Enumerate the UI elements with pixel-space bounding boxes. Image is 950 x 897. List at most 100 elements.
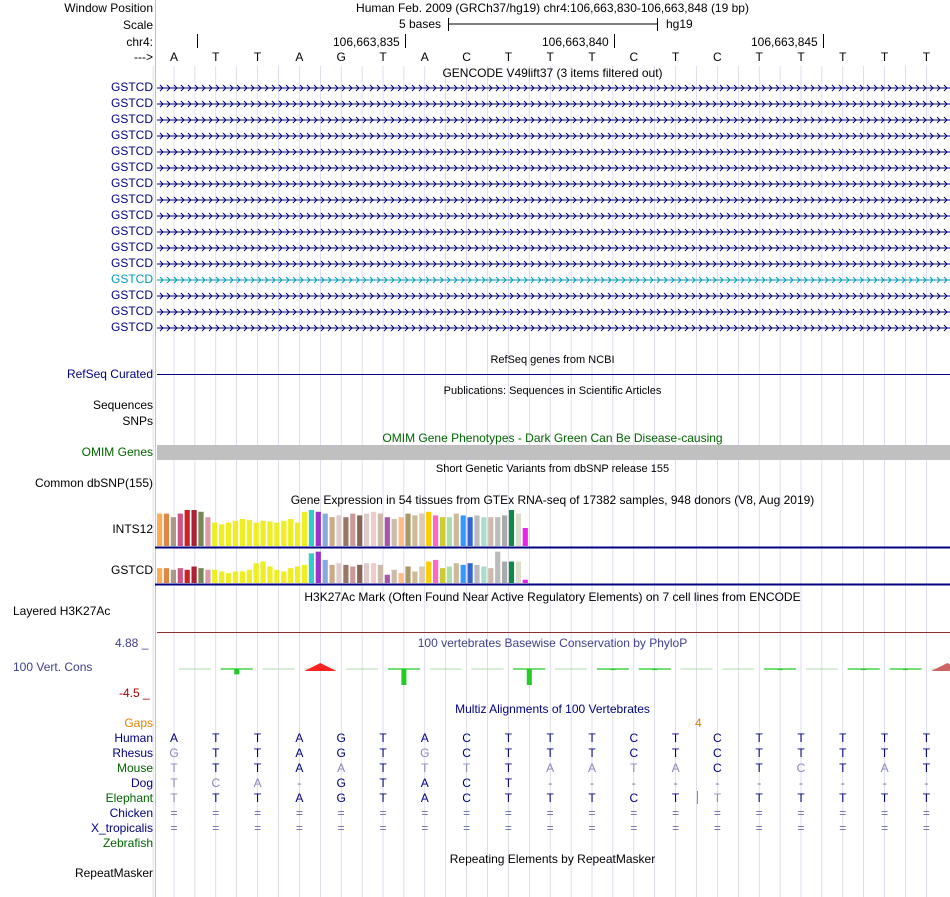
multiz-base: =: [881, 806, 889, 820]
gencode-transcript-line[interactable]: [157, 290, 950, 302]
base-letter: T: [671, 50, 680, 64]
conservation-title: 100 vertebrates Basewise Conservation by…: [417, 636, 688, 650]
multiz-species-label[interactable]: Zebrafish: [102, 836, 153, 850]
multiz-base: A: [587, 761, 596, 775]
gencode-transcript-line[interactable]: [157, 194, 950, 206]
gtex-bar: [322, 513, 328, 546]
ruler-tick: 106,663,840: [542, 35, 609, 49]
strand-arrows: [159, 84, 948, 92]
gencode-transcript-label[interactable]: GSTCD: [111, 128, 153, 142]
multiz-base: =: [379, 806, 387, 820]
gencode-transcript-label[interactable]: GSTCD: [111, 160, 153, 174]
multiz-species-label[interactable]: Dog: [130, 776, 153, 790]
multiz-base: T: [755, 731, 763, 745]
publications-label-snps[interactable]: SNPs: [122, 414, 153, 428]
base-letter: T: [755, 50, 763, 64]
gencode-transcript-label[interactable]: GSTCD: [111, 240, 153, 254]
gtex-bar: [198, 511, 204, 546]
gtex-bar: [239, 519, 245, 546]
multiz-base: =: [922, 806, 930, 820]
gencode-transcript-line[interactable]: [157, 98, 950, 110]
multiz-species-label[interactable]: Elephant: [105, 791, 153, 805]
repeatmasker-label[interactable]: RepeatMasker: [74, 866, 153, 880]
gtex-bar: [253, 522, 259, 546]
multiz-base: C: [462, 791, 471, 805]
multiz-base: =: [254, 806, 262, 820]
gencode-transcript-line[interactable]: [157, 162, 950, 174]
multiz-base: =: [337, 821, 345, 835]
strand-arrows: [159, 260, 948, 268]
gtex-bar: [502, 561, 508, 583]
gtex-bar: [460, 515, 466, 546]
gencode-transcript-line[interactable]: [157, 258, 950, 270]
gencode-transcript-line[interactable]: [157, 146, 950, 158]
gtex-bar: [226, 522, 232, 546]
multiz-base: A: [337, 761, 346, 775]
multiz-species-label[interactable]: Mouse: [116, 761, 153, 775]
gtex-bar: [488, 517, 494, 546]
multiz-base: T: [755, 761, 763, 775]
gtex-gene-label[interactable]: INTS12: [112, 522, 153, 536]
gencode-transcript-label[interactable]: GSTCD: [111, 80, 153, 94]
multiz-species-label[interactable]: Rhesus: [112, 746, 153, 760]
gencode-transcript-label[interactable]: GSTCD: [111, 208, 153, 222]
gtex-bar: [350, 566, 356, 583]
gencode-transcript-line[interactable]: [157, 114, 950, 126]
gencode-transcript-label[interactable]: GSTCD: [111, 224, 153, 238]
gencode-transcript-line[interactable]: [157, 322, 950, 334]
gtex-bar: [412, 571, 418, 583]
conservation-label[interactable]: 100 Vert. Cons: [13, 660, 93, 674]
gtex-gene-label[interactable]: GSTCD: [111, 563, 153, 577]
multiz-base: C: [796, 761, 806, 775]
gencode-transcript-label[interactable]: GSTCD: [111, 272, 153, 286]
gencode-transcript-label[interactable]: GSTCD: [111, 320, 153, 334]
multiz-base: =: [295, 806, 303, 820]
dbsnp-label[interactable]: Common dbSNP(155): [34, 476, 153, 490]
gencode-transcript-label[interactable]: GSTCD: [111, 304, 153, 318]
gencode-transcript-label[interactable]: GSTCD: [111, 96, 153, 110]
gencode-transcript-label[interactable]: GSTCD: [111, 256, 153, 270]
gencode-transcript-label[interactable]: GSTCD: [111, 192, 153, 206]
multiz-species-label[interactable]: X_tropicalis: [90, 821, 153, 835]
gtex-bar: [419, 566, 425, 583]
multiz-base: C: [713, 746, 722, 760]
strand-arrows: [159, 244, 948, 252]
gencode-transcript-line[interactable]: [157, 82, 950, 94]
gencode-transcript-label[interactable]: GSTCD: [111, 144, 153, 158]
gencode-transcript-label[interactable]: GSTCD: [111, 176, 153, 190]
multiz-base: T: [212, 746, 220, 760]
ruler-tick: 106,663,835: [333, 35, 400, 49]
omim-feature[interactable]: [157, 445, 950, 460]
h3k27ac-label[interactable]: Layered H3K27Ac: [13, 604, 111, 618]
gencode-transcript-line[interactable]: [157, 130, 950, 142]
publications-label-sequences[interactable]: Sequences: [92, 398, 153, 412]
omim-label[interactable]: OMIM Genes: [81, 445, 153, 459]
multiz-base: -: [757, 776, 762, 790]
gtex-bar: [163, 513, 170, 546]
gtex-bar: [157, 513, 163, 546]
gencode-transcript-line[interactable]: [157, 210, 950, 222]
ruler-tick: 106,663,845: [751, 35, 818, 49]
refseq-label[interactable]: RefSeq Curated: [66, 367, 153, 381]
gtex-bar: [370, 511, 377, 546]
gencode-transcript-line[interactable]: [157, 306, 950, 318]
gencode-transcript-line[interactable]: [157, 274, 950, 286]
multiz-base: A: [420, 776, 429, 790]
strand-arrows: [159, 292, 948, 300]
gencode-transcript-label[interactable]: GSTCD: [111, 288, 153, 302]
gtex-bar: [281, 571, 287, 583]
multiz-species-label[interactable]: Chicken: [109, 806, 153, 820]
refseq-line[interactable]: [157, 374, 950, 375]
multiz-base: T: [839, 731, 847, 745]
gencode-transcript-label[interactable]: GSTCD: [111, 112, 153, 126]
multiz-species-label[interactable]: Human: [114, 731, 153, 745]
gencode-transcript-line[interactable]: [157, 178, 950, 190]
gtex-bar: [295, 522, 301, 546]
gencode-transcript-line[interactable]: [157, 226, 950, 238]
multiz-base: T: [379, 731, 387, 745]
gencode-transcript-line[interactable]: [157, 242, 950, 254]
